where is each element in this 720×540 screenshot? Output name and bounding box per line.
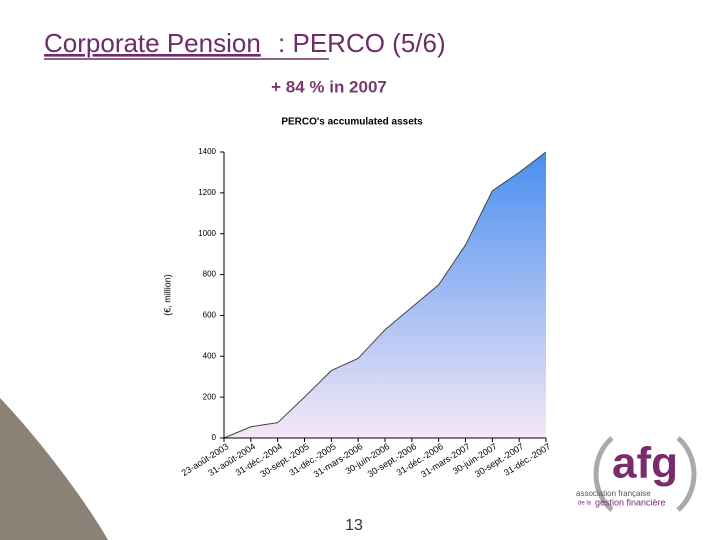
page-number: 13 — [345, 517, 363, 534]
corner-decoration — [0, 398, 108, 540]
y-tick-label: 800 — [203, 270, 217, 279]
y-tick-label: 400 — [203, 351, 217, 360]
y-tick-label: 1200 — [198, 188, 216, 197]
area-line — [223, 151, 547, 439]
plot: 020040060080010001200140023-août-200331-… — [180, 147, 553, 479]
logo-text: de la — [578, 501, 592, 507]
chart-title: PERCO's accumulated assets — [281, 117, 423, 128]
title-rest: : PERCO (5/6) — [278, 28, 446, 58]
y-tick-label: 200 — [203, 392, 217, 401]
slide-title: Corporate Pension : PERCO (5/6) — [44, 28, 446, 58]
y-tick-label: 0 — [212, 433, 217, 442]
logo-paren — [676, 436, 697, 512]
y-tick-label: 600 — [203, 311, 217, 320]
logo-paren — [593, 436, 614, 512]
title-underlined: Corporate Pension — [44, 28, 261, 58]
logo-text: gestion financière — [595, 497, 666, 507]
chart-subtitle: + 84 % in 2007 — [271, 77, 387, 96]
area-fill — [224, 152, 546, 438]
y-tick-label: 1400 — [198, 147, 216, 156]
y-axis-label: (€, million) — [162, 274, 172, 316]
logo-text: association française — [576, 489, 651, 498]
logo-mark: afg — [612, 439, 678, 488]
y-tick-label: 1000 — [198, 229, 216, 238]
